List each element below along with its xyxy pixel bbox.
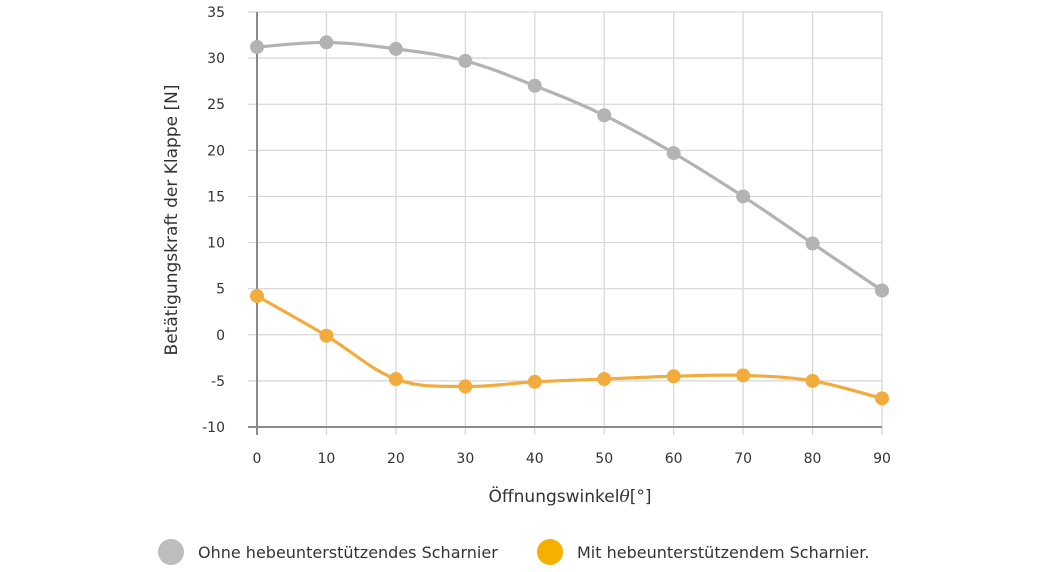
data-point-1 <box>250 289 264 304</box>
y-tick-label: 25 <box>207 97 225 113</box>
data-point-0 <box>736 189 751 204</box>
data-point-0 <box>250 40 264 55</box>
data-point-1 <box>666 369 681 384</box>
data-point-0 <box>875 283 889 298</box>
x-tick-label: 80 <box>804 451 822 467</box>
y-tick-label: 35 <box>207 5 225 21</box>
y-tick-label: 20 <box>207 143 225 159</box>
x-tick-label: 60 <box>665 451 683 467</box>
data-point-1 <box>597 372 612 387</box>
data-point-0 <box>388 41 403 56</box>
data-point-1 <box>527 374 542 389</box>
y-tick-label: 0 <box>216 328 225 344</box>
y-tick-label: -5 <box>211 374 225 390</box>
data-point-1 <box>388 372 403 387</box>
data-point-1 <box>458 379 473 394</box>
x-axis-title-unit: [°] <box>630 487 652 507</box>
data-point-1 <box>736 368 751 383</box>
data-point-0 <box>666 146 681 161</box>
x-tick-label: 30 <box>456 451 474 467</box>
data-point-0 <box>319 35 334 50</box>
x-tick-label: 90 <box>873 451 891 467</box>
data-point-0 <box>527 78 542 93</box>
grid <box>248 11 883 435</box>
y-tick-label: 5 <box>216 282 225 298</box>
legend-label-ohne: Ohne hebeunterstützendes Scharnier <box>198 542 498 562</box>
x-axis-title: Öffnungswinkelθ[°] <box>489 485 652 507</box>
data-point-0 <box>597 108 612 123</box>
legend-swatch-ohne <box>158 539 184 565</box>
x-tick-label: 10 <box>318 451 336 467</box>
x-axis-title-symbol: θ <box>619 487 629 507</box>
y-axis-title: Betätigungskraft der Klappe [N] <box>162 85 182 356</box>
data-point-1 <box>875 391 889 406</box>
series-lines <box>256 40 883 400</box>
y-tick-label: 15 <box>207 189 225 205</box>
x-axis-title-main: Öffnungswinkel <box>489 485 620 507</box>
x-tick-label: 0 <box>253 451 262 467</box>
x-tick-label: 20 <box>387 451 405 467</box>
legend-swatch-mit <box>537 539 563 565</box>
y-tick-label: -10 <box>202 420 225 436</box>
y-tick-label: 30 <box>207 51 225 67</box>
data-point-1 <box>805 373 820 388</box>
data-point-0 <box>458 53 473 68</box>
legend-item-ohne: Ohne hebeunterstützendes Scharnier <box>158 534 498 570</box>
x-tick-labels: 0 10 20 30 40 50 60 70 80 90 <box>253 451 891 467</box>
data-points <box>250 35 889 406</box>
y-tick-labels: 35 30 25 20 15 10 5 0 -5 -10 <box>202 5 225 436</box>
data-point-1 <box>319 328 334 343</box>
legend-label-mit: Mit hebeunterstützendem Scharnier. <box>577 542 870 562</box>
y-tick-label: 10 <box>207 236 225 252</box>
axes <box>248 12 882 435</box>
legend-item-mit: Mit hebeunterstützendem Scharnier. <box>537 534 869 570</box>
legend: Ohne hebeunterstützendes Scharnier Mit h… <box>0 534 1060 570</box>
data-point-0 <box>805 236 820 251</box>
series-line-1 <box>256 294 883 400</box>
x-tick-label: 70 <box>734 451 752 467</box>
x-tick-label: 50 <box>595 451 613 467</box>
series-line-0 <box>256 40 883 292</box>
x-tick-label: 40 <box>526 451 544 467</box>
